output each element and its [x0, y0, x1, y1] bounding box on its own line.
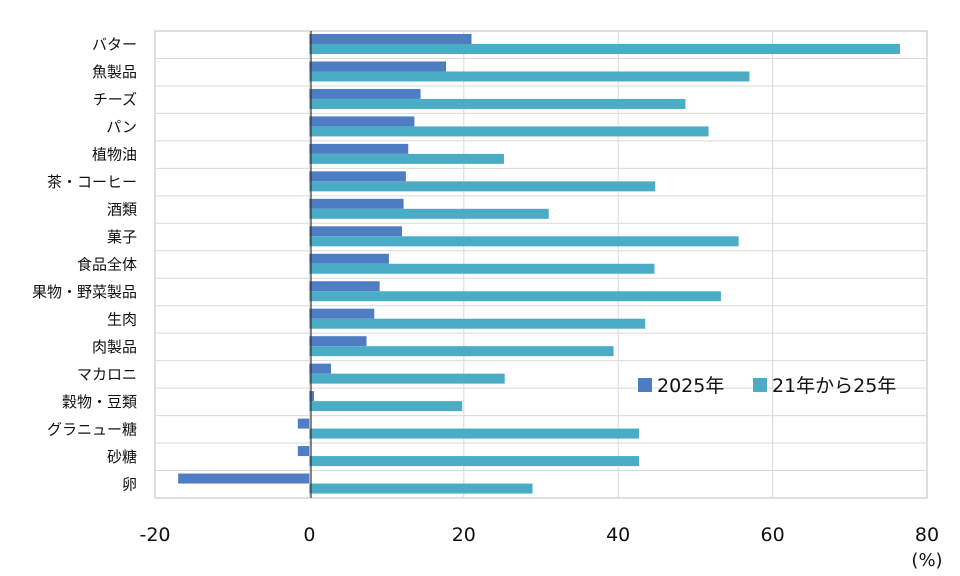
x-tick-labels: -20 0 20 40 60 80 — [139, 524, 939, 546]
bar-21-25-11 — [309, 346, 614, 357]
bar-21-25-10 — [309, 318, 646, 329]
bar-21-25-14 — [309, 428, 640, 439]
category-label: 果物・野菜製品 — [32, 283, 137, 301]
bar-21-25-6 — [309, 208, 549, 219]
bar-2025-7 — [309, 226, 403, 237]
bar-2025-13 — [309, 391, 315, 402]
bar-2025-16 — [178, 473, 310, 484]
category-label: バター — [92, 36, 137, 54]
category-label: 植物油 — [92, 146, 137, 164]
bar-2025-5 — [309, 171, 406, 182]
bar-21-25-2 — [309, 98, 686, 109]
bar-2025-15 — [297, 446, 310, 457]
bar-2025-4 — [309, 143, 409, 154]
bar-21-25-8 — [309, 263, 655, 274]
legend-swatch-21-25 — [753, 378, 767, 392]
legend-label-21-25: 21年から25年 — [772, 375, 896, 397]
category-label: 酒類 — [107, 201, 137, 219]
bar-2025-10 — [309, 308, 375, 319]
bars — [178, 34, 900, 494]
bar-2025-11 — [309, 336, 367, 347]
x-tick-label: 80 — [915, 524, 939, 546]
x-tick-label: 40 — [606, 524, 630, 546]
x-tick-label: -20 — [139, 524, 170, 546]
bar-2025-8 — [309, 253, 389, 264]
category-label: グラニュー糖 — [47, 420, 137, 438]
bar-2025-6 — [309, 198, 404, 209]
x-tick-label: 60 — [761, 524, 785, 546]
x-tick-label: 0 — [303, 524, 315, 546]
bar-21-25-12 — [309, 373, 505, 384]
category-label: 魚製品 — [92, 63, 137, 81]
bar-21-25-4 — [309, 153, 504, 164]
bar-2025-9 — [309, 281, 380, 292]
category-label: 食品全体 — [77, 256, 137, 274]
bar-21-25-13 — [309, 401, 463, 412]
x-tick-label: 20 — [452, 524, 476, 546]
category-label: 生肉 — [107, 310, 137, 328]
category-label: マカロニ — [77, 365, 137, 383]
legend: 2025年 21年から25年 — [638, 375, 896, 397]
legend-label-2025: 2025年 — [657, 375, 724, 397]
bar-2025-0 — [309, 34, 472, 44]
category-label: 茶・コーヒー — [47, 173, 137, 191]
bar-21-25-5 — [309, 181, 656, 192]
category-label: 穀物・豆類 — [62, 393, 137, 411]
category-label: パン — [106, 118, 137, 136]
bar-2025-2 — [309, 88, 421, 99]
bar-2025-1 — [309, 61, 447, 72]
bar-21-25-3 — [309, 126, 709, 137]
category-labels: バター魚製品チーズパン植物油茶・コーヒー酒類菓子食品全体果物・野菜製品生肉肉製品… — [32, 36, 137, 494]
bar-21-25-7 — [309, 236, 739, 247]
category-label: 肉製品 — [92, 338, 137, 356]
category-label: チーズ — [93, 91, 137, 109]
bar-21-25-16 — [309, 483, 533, 494]
category-label: 砂糖 — [107, 448, 137, 466]
x-unit-label: (%) — [911, 550, 942, 571]
bar-21-25-1 — [309, 71, 750, 82]
legend-swatch-2025 — [638, 378, 652, 392]
bar-2025-12 — [309, 363, 332, 374]
bar-2025-14 — [297, 418, 310, 429]
bar-21-25-0 — [309, 44, 900, 54]
bar-2025-3 — [309, 116, 415, 127]
category-label: 卵 — [122, 475, 137, 493]
bar-21-25-9 — [309, 291, 721, 302]
category-label: 菓子 — [107, 228, 137, 246]
bar-21-25-15 — [309, 456, 640, 467]
